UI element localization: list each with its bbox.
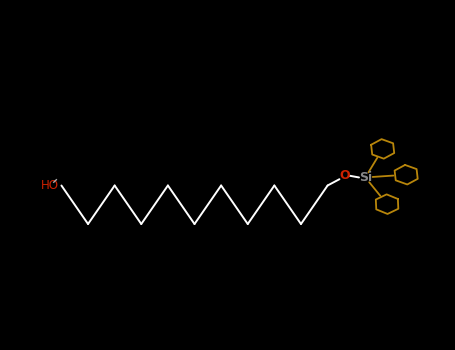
- Text: HO: HO: [41, 179, 59, 192]
- Text: Si: Si: [359, 171, 372, 184]
- Text: O: O: [339, 169, 350, 182]
